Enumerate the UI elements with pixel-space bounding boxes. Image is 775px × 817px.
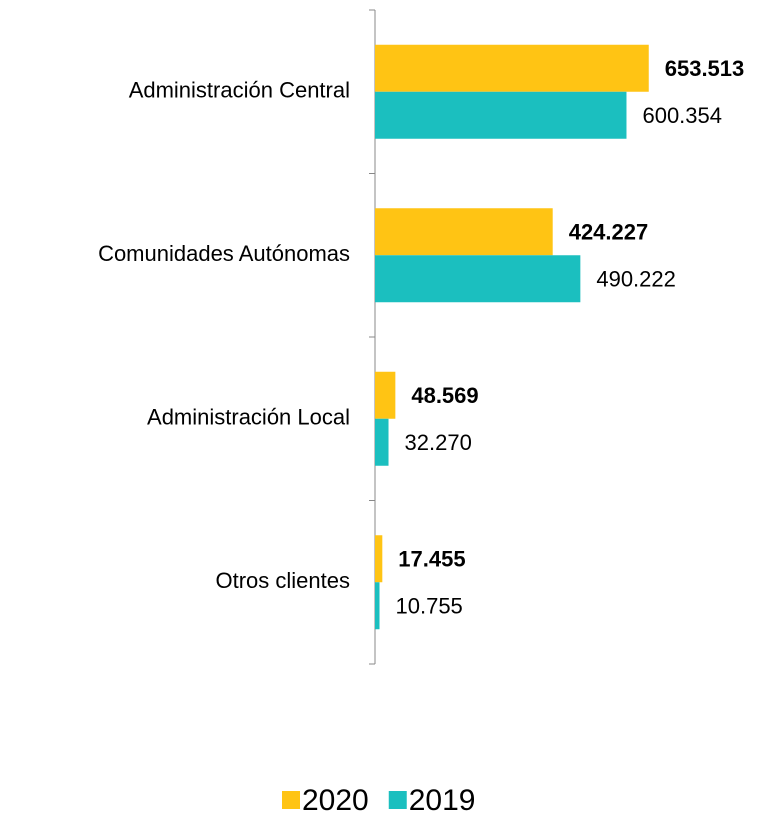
data-label: 48.569 [411,383,478,408]
legend-text: 2020 [302,784,369,817]
category-label: Administración Local [147,405,350,430]
bar [375,255,581,303]
category-label: Administración Central [129,78,350,103]
category-label: Comunidades Autónomas [98,241,350,266]
data-label: 490.222 [596,267,676,292]
data-label: 424.227 [569,220,649,245]
legend-text: 2019 [409,784,476,817]
legend-swatch [282,791,300,809]
data-label: 653.513 [665,56,745,81]
data-label: 10.755 [396,594,463,619]
data-label: 17.455 [398,547,465,572]
data-label: 600.354 [642,103,722,128]
bar [375,418,389,466]
data-label: 32.270 [405,430,472,455]
bar [375,208,553,256]
bar [375,91,627,139]
bar [375,582,380,630]
bar [375,371,396,419]
legend-swatch [388,791,407,809]
category-label: Otros clientes [216,568,351,593]
bar [375,44,649,92]
bar [375,535,383,583]
